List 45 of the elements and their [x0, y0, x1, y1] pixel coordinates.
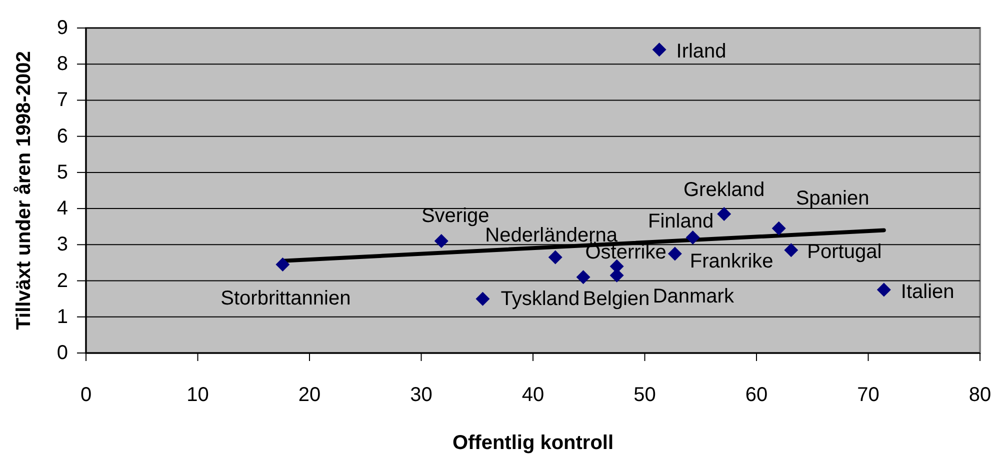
y-tick-label: 6 — [56, 125, 68, 148]
annotation: Tyskland — [500, 288, 580, 310]
point — [652, 42, 666, 57]
x-tick-label: 80 — [968, 384, 992, 406]
point — [576, 270, 590, 284]
point — [548, 250, 562, 264]
annotation: Italien — [900, 280, 954, 303]
y-tick-label: 3 — [56, 234, 68, 256]
point — [434, 234, 448, 248]
point — [876, 282, 891, 297]
point — [686, 230, 700, 244]
annotation: Grekland — [684, 178, 765, 201]
x-tick-label: 70 — [857, 384, 880, 406]
annotation: Spanien — [796, 187, 870, 210]
x-tick-label: 30 — [410, 384, 432, 406]
y-tick-label: 2 — [56, 270, 68, 292]
annotation: Storbrittannien — [220, 288, 351, 310]
y-tick-label: 1 — [56, 306, 68, 328]
annotation: Finland — [648, 210, 714, 232]
y-tick-label: 5 — [56, 161, 68, 184]
annotation: Belgien — [582, 288, 650, 310]
annotation: Portugal — [807, 241, 882, 264]
point — [717, 206, 732, 221]
x-tick-label: 10 — [186, 384, 209, 406]
x-tick-label: 20 — [298, 384, 321, 406]
x-tick-label: 60 — [745, 384, 768, 406]
point — [276, 258, 290, 272]
y-tick-label: 7 — [56, 89, 68, 112]
annotation: Sverige — [421, 205, 490, 228]
x-tick-label: 40 — [522, 384, 544, 406]
y-tick-label: 4 — [56, 198, 68, 220]
annotation: Danmark — [652, 285, 735, 308]
y-tick-label: 8 — [56, 53, 68, 76]
point — [784, 243, 798, 258]
point — [668, 246, 682, 261]
point — [476, 292, 490, 306]
y-axis-title: Tillväxt under åren 1998-2002 — [13, 51, 35, 330]
x-tick-label: 50 — [634, 384, 656, 406]
y-tick-label: 9 — [56, 17, 68, 39]
x-tick-label: 0 — [80, 384, 92, 406]
annotation: Frankrike — [690, 250, 774, 273]
y-tick-label: 0 — [56, 342, 68, 364]
annotation: Irland — [676, 40, 726, 63]
x-axis-title: Offentlig kontroll — [452, 432, 614, 454]
point — [772, 221, 786, 236]
